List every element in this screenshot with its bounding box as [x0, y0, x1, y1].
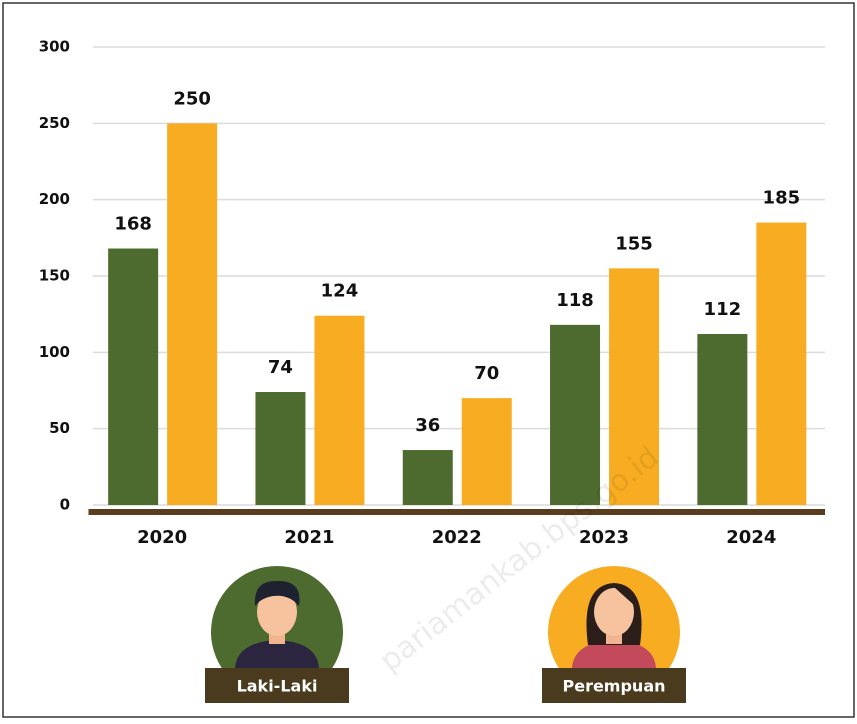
bar [108, 249, 158, 505]
bar [167, 123, 217, 505]
bar [756, 223, 806, 505]
value-label: 118 [556, 290, 594, 311]
bar [403, 450, 453, 505]
value-label: 124 [321, 281, 359, 302]
legend-label: Laki-Laki [237, 677, 318, 696]
x-tick-label: 2022 [432, 527, 482, 548]
value-label: 168 [114, 214, 152, 235]
value-label: 185 [763, 188, 801, 209]
value-label: 36 [415, 415, 440, 436]
bar [550, 325, 600, 505]
y-tick-label: 0 [60, 496, 70, 514]
x-tick-label: 2023 [579, 527, 629, 548]
bar [462, 398, 512, 505]
value-label: 74 [268, 357, 293, 378]
y-tick-label: 150 [39, 267, 70, 285]
y-tick-label: 50 [49, 419, 70, 437]
value-label: 250 [173, 88, 211, 109]
bar [697, 334, 747, 505]
chart: 0 50 100 150 200 250 300 2020 168 250 2021 74 124 202… [0, 0, 857, 720]
x-tick-label: 2020 [137, 527, 187, 548]
bar [314, 316, 364, 505]
legend-label: Perempuan [562, 677, 665, 696]
y-tick-label: 200 [39, 190, 70, 208]
x-tick-label: 2021 [284, 527, 334, 548]
y-tick-label: 250 [39, 114, 70, 132]
y-tick-label: 300 [39, 38, 70, 56]
x-tick-label: 2024 [726, 527, 776, 548]
value-label: 155 [615, 233, 653, 254]
y-tick-label: 100 [39, 343, 70, 361]
value-label: 112 [704, 299, 742, 320]
bar [255, 392, 305, 505]
value-label: 70 [474, 363, 499, 384]
